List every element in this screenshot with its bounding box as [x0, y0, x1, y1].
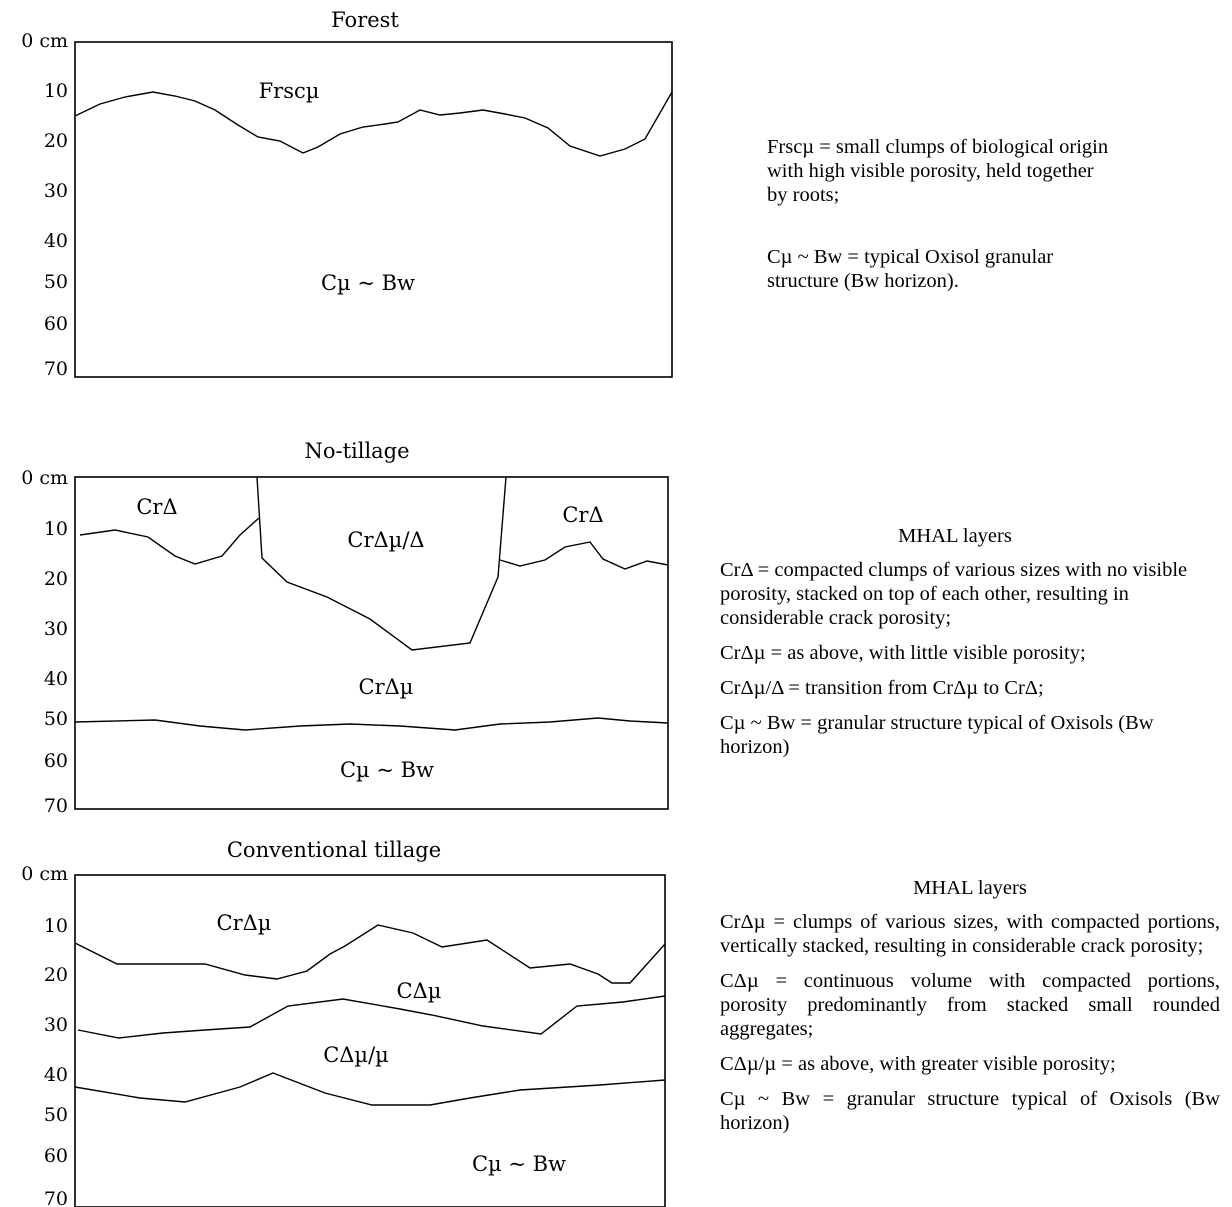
legend-item: CrΔ = compacted clumps of various sizes … [720, 559, 1188, 629]
layer-label: Frscµ [259, 79, 320, 103]
legend-item: Cµ ~ Bw = granular structure typical of … [720, 1088, 1220, 1134]
legend-item: Cµ ~ Bw = typical Oxisol granular struct… [767, 246, 1054, 292]
horizon-boundary [74, 924, 666, 984]
legend-heading: MHAL layers [913, 877, 1027, 899]
horizon-boundary [77, 995, 666, 1039]
depth-tick: 40 [44, 668, 68, 690]
depth-tick: 20 [44, 964, 68, 986]
depth-tick: 50 [44, 708, 68, 730]
panel-no-tillage: No-tillage 0 cm 10 20 30 40 50 60 70 CrΔ… [21, 439, 669, 817]
depth-tick: 30 [44, 180, 68, 202]
depth-tick: 50 [44, 1104, 68, 1126]
depth-tick: 50 [44, 271, 68, 293]
legend-item: CrΔµ = clumps of various sizes, with com… [720, 911, 1220, 957]
depth-tick: 0 cm [21, 467, 68, 489]
layer-label: CrΔµ/Δ [347, 528, 424, 552]
depth-axis: 0 cm 10 20 30 40 50 60 70 [21, 467, 68, 817]
depth-tick: 10 [44, 518, 68, 540]
depth-tick: 10 [44, 915, 68, 937]
layer-label: CrΔµ [359, 675, 414, 699]
depth-axis: 0 cm 10 20 30 40 50 60 70 [21, 863, 68, 1207]
legend-item: CrΔµ/Δ = transition from CrΔµ to CrΔ; [720, 677, 1044, 699]
layer-label: Cµ ~ Bw [321, 271, 415, 295]
panel-conventional-tillage: Conventional tillage 0 cm 10 20 30 40 50… [21, 838, 666, 1207]
depth-tick: 60 [44, 750, 68, 772]
depth-tick: 20 [44, 568, 68, 590]
depth-tick: 40 [44, 1064, 68, 1086]
profile-frame [74, 41, 673, 378]
layer-label: Cµ ~ Bw [340, 758, 434, 782]
horizon-boundary [74, 717, 669, 731]
depth-tick: 70 [44, 795, 68, 817]
legend-conventional-tillage: MHAL layers CrΔµ = clumps of various siz… [720, 876, 1220, 1146]
panel-forest: Forest 0 cm 10 20 30 40 50 60 70 Frscµ C… [21, 8, 673, 380]
depth-axis: 0 cm 10 20 30 40 50 60 70 [21, 30, 68, 380]
depth-tick: 0 cm [21, 863, 68, 885]
depth-tick: 30 [44, 1014, 68, 1036]
layer-label: Cµ ~ Bw [472, 1152, 566, 1176]
layer-label: CrΔ [136, 495, 177, 519]
legend-forest: Frscµ = small clumps of biological origi… [767, 135, 1117, 304]
horizon-boundary [74, 1072, 666, 1106]
legend-no-tillage: MHAL layers CrΔ = compacted clumps of va… [720, 524, 1190, 770]
legend-item: Cµ ~ Bw = granular structure typical of … [720, 712, 1154, 758]
horizon-boundary [256, 476, 507, 651]
depth-tick: 60 [44, 1145, 68, 1167]
depth-tick: 40 [44, 230, 68, 252]
layer-label: CrΔµ [217, 911, 272, 935]
horizon-boundary [499, 541, 669, 570]
depth-tick: 20 [44, 130, 68, 152]
depth-tick: 60 [44, 313, 68, 335]
legend-heading: MHAL layers [898, 525, 1012, 547]
panel-title: No-tillage [304, 439, 409, 463]
panel-title: Conventional tillage [227, 838, 441, 862]
legend-item: CrΔµ = as above, with little visible por… [720, 642, 1086, 664]
legend-item: CΔµ = continuous volume with compacted p… [720, 970, 1220, 1040]
profile-frame [74, 476, 669, 810]
depth-tick: 0 cm [21, 30, 68, 52]
depth-tick: 10 [44, 80, 68, 102]
depth-tick: 70 [44, 358, 68, 380]
layer-label: CΔµ [397, 979, 442, 1003]
depth-tick: 30 [44, 618, 68, 640]
depth-tick: 70 [44, 1188, 68, 1207]
horizon-boundary [74, 91, 673, 157]
profile-frame [74, 874, 666, 1207]
horizon-boundary [79, 517, 260, 565]
layer-label: CrΔ [562, 503, 603, 527]
layer-label: CΔµ/µ [323, 1043, 389, 1067]
legend-item: CΔµ/µ = as above, with greater visible p… [720, 1053, 1116, 1075]
panel-title: Forest [331, 8, 399, 32]
legend-item: Frscµ = small clumps of biological origi… [767, 136, 1109, 206]
